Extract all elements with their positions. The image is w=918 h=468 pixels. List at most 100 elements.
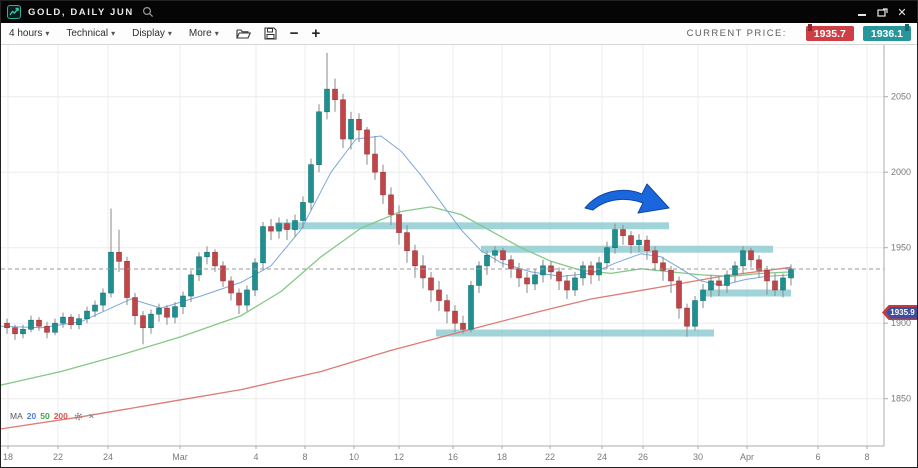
candlestick [756,259,762,271]
date-tick-label: 30 [693,452,703,462]
date-tick-label: 18 [497,452,507,462]
candlestick [340,99,346,140]
chevron-down-icon: ▾ [111,29,116,38]
price-tick-label: 1900 [891,318,911,328]
ask-marker-icon [905,24,909,31]
candlestick [220,265,226,282]
candlestick [348,119,354,140]
candlestick [772,280,778,291]
candlestick [268,226,274,232]
ma200-period-label: 200 [53,411,68,421]
candlestick [508,259,514,270]
candlestick [556,271,562,282]
candlestick-chart[interactable]: 2050 2000 1950 1900 1850 18 22 24 Mar 4 8 10 12 16 18 2… [1,45,918,468]
technical-menu[interactable]: Technical ▾ [66,28,116,39]
ask-price-badge: 1936.1 [862,24,911,41]
candlestick [716,280,722,286]
candlestick [628,235,634,245]
ma-indicator-legend: MA 20 50 200 × [10,411,94,421]
candlestick [180,295,186,307]
toolbar: 4 hours ▾ Technical ▾ Display ▾ More ▾ − + C… [1,23,917,45]
candlestick [44,325,50,333]
date-tick-label: 18 [3,452,13,462]
candlestick [308,164,314,203]
chevron-down-icon: ▾ [214,29,219,38]
support-resistance-zone[interactable] [481,245,773,253]
date-tick-label: 12 [394,452,404,462]
arrow-annotation[interactable] [584,183,670,214]
date-tick-label: 26 [638,452,648,462]
current-price-tag: 1935.9 [882,305,917,320]
minimize-button[interactable] [855,5,869,19]
candlestick [564,280,570,291]
candlestick [668,270,674,282]
candlestick [236,292,242,306]
price-tick-label: 1950 [891,243,911,253]
indicator-settings-gear-icon[interactable] [74,412,83,421]
date-tick-label: 4 [253,452,258,462]
chevron-down-icon: ▾ [45,29,50,38]
more-menu[interactable]: More ▾ [188,28,219,39]
candlestick [540,265,546,276]
candlestick [748,250,754,261]
chart-area[interactable]: 2050 2000 1950 1900 1850 18 22 24 Mar 4 8 10 12 16 18 2… [1,45,918,468]
candlestick [108,251,114,294]
support-resistance-zone[interactable] [275,222,669,230]
candlestick [12,327,18,335]
restore-button[interactable] [875,5,889,19]
price-tick-label: 1850 [891,394,911,404]
candlestick [532,274,538,285]
zoom-in-button[interactable]: + [311,24,321,42]
candlestick [196,256,202,276]
candlestick [692,300,698,327]
candlestick [636,239,642,245]
candlestick [412,250,418,267]
candlestick [764,270,770,282]
candlestick [356,119,362,131]
candlestick [140,315,146,329]
support-resistance-zone[interactable] [701,289,791,297]
date-tick-label: 22 [545,452,555,462]
ma-line-50 [1,206,792,386]
candlestick [148,313,154,329]
current-price-value: 1935.9 [890,308,915,317]
candlestick [60,316,66,324]
candlestick [572,277,578,291]
candlestick [132,297,138,316]
display-menu[interactable]: Display ▾ [132,28,172,39]
indicator-close-icon[interactable]: × [88,411,95,421]
current-price-panel: CURRENT PRICE: 1935.7 1936.1 [686,24,911,41]
candlestick [4,322,10,329]
candlestick [468,285,474,330]
app-logo-icon [7,5,21,19]
candlestick [476,265,482,286]
support-resistance-zone[interactable] [436,329,714,337]
candlestick [164,307,170,318]
current-price-label: CURRENT PRICE: [686,28,787,39]
close-button[interactable]: ✕ [897,6,907,19]
candlestick [252,262,258,291]
bid-marker-icon [807,24,812,31]
open-folder-icon[interactable] [235,27,251,40]
bid-price-badge: 1935.7 [805,24,854,41]
candlestick [732,265,738,276]
save-icon[interactable] [264,27,277,40]
candlestick [260,226,266,264]
search-icon[interactable] [142,6,154,18]
candlestick [780,277,786,291]
candlestick [500,250,506,261]
candlestick [324,88,330,113]
candlestick [20,328,26,335]
candlestick [300,202,306,221]
candlestick [444,300,450,312]
candlestick [684,307,690,327]
candlestick [244,289,250,306]
candlestick [84,310,90,319]
ma-label: MA [10,411,23,421]
timeframe-dropdown[interactable]: 4 hours ▾ [9,28,50,39]
candlestick [452,310,458,324]
candlestick [652,250,658,264]
zoom-out-button[interactable]: − [289,24,299,42]
candlestick [68,316,74,326]
